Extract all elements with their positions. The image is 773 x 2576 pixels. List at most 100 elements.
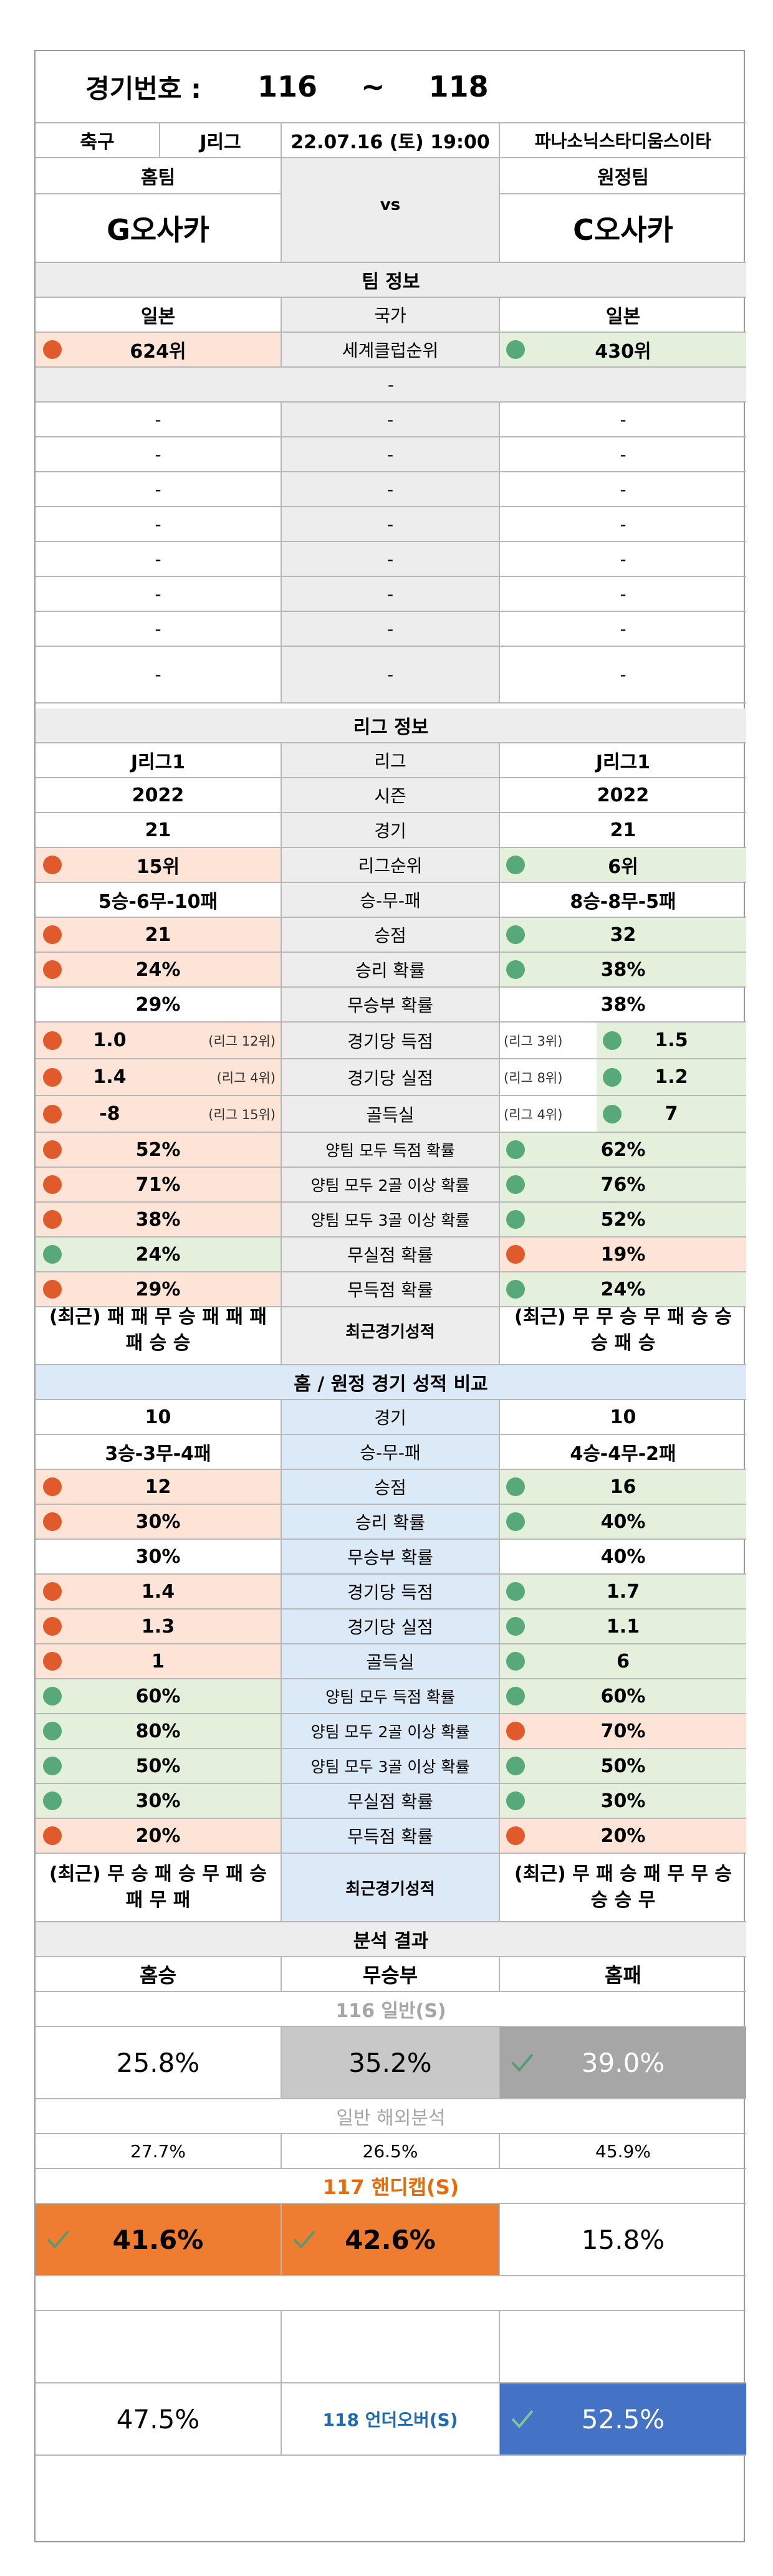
home-ha-stat-value: 10	[145, 1406, 171, 1428]
away-stat-value: 62%	[600, 1138, 646, 1161]
team-info-section-row: -	[36, 368, 746, 403]
home-ha-stat-value: 30%	[135, 1510, 181, 1533]
match-number-tilde: ~	[361, 70, 385, 103]
away-indicator-dot	[603, 1031, 622, 1050]
home-stat-cell: 5승-6무-10패	[36, 883, 282, 918]
check-icon	[511, 2410, 534, 2429]
home-ha-stat-cell: 1.4	[36, 1575, 282, 1610]
away-stat-value: 1.5	[655, 1029, 688, 1051]
over-value: 52.5%	[581, 2403, 665, 2435]
home-ha-stat-value: 3승-3무-4패	[105, 1443, 211, 1465]
league-stat-row: 2022 시즌 2022	[36, 778, 746, 813]
ha-recent-row: (최근) 무 승 패 승 무 패 승 패 무 패 최근경기성적 (최근) 무 패…	[36, 1854, 746, 1922]
home-ha-stat-value: 1.4	[141, 1580, 175, 1603]
home-stat-value: 1.0	[93, 1029, 127, 1051]
home-stat-cell: 1.0 (리그 12위)	[36, 1023, 282, 1059]
match-info-row: 축구 J리그 22.07.16 (토) 19:00 파나소닉스타디움스이타	[36, 123, 746, 158]
home-country: 일본	[36, 298, 282, 333]
general-title: 116 일반(S)	[36, 1992, 746, 2027]
match-number-cell: 경기번호 : 116 ~ 118	[36, 51, 746, 123]
home-ha-stat-cell: 12	[36, 1470, 282, 1505]
blank-cell-l	[36, 2311, 282, 2383]
home-ha-stat-value: 12	[145, 1476, 171, 1498]
away-ha-stat-value: 50%	[600, 1755, 646, 1777]
country-label: 국가	[282, 298, 500, 333]
league-info-title-row: 리그 정보	[36, 708, 746, 743]
stat-label: 무득점 확률	[282, 1272, 500, 1307]
footer-blank-row	[36, 2456, 746, 2544]
header-row: 경기번호 : 116 ~ 118	[36, 51, 746, 123]
ha-stat-row: 20% 무득점 확률 20%	[36, 1819, 746, 1854]
ha-recent-form-label: 최근경기성적	[282, 1854, 500, 1922]
venue-cell: 파나소닉스타디움스이타	[500, 123, 746, 158]
home-world-rank-value: 624위	[130, 341, 186, 363]
dash-cell: -	[500, 403, 746, 437]
dash-cell: -	[282, 437, 500, 472]
handicap-title-row: 117 핸디캡(S)	[36, 2169, 746, 2204]
home-recent-form: (최근) 패 패 무 승 패 패 패 패 승 승	[36, 1297, 282, 1365]
ha-stat-row: 30% 무실점 확률 30%	[36, 1784, 746, 1819]
away-stat-cell: (리그 8위) 1.2	[500, 1059, 746, 1096]
home-stat-cell: 21	[36, 813, 282, 848]
sport-cell: 축구	[36, 123, 160, 158]
away-ha-stat-value: 1.1	[606, 1615, 640, 1638]
home-stat-cell: 24%	[36, 1238, 282, 1272]
home-stat-cell: 38%	[36, 1203, 282, 1238]
ha-stat-row: 30% 승리 확률 40%	[36, 1505, 746, 1540]
match-number-to: 118	[428, 70, 489, 103]
home-indicator-dot	[43, 340, 62, 359]
home-rank-note: (리그 12위)	[208, 1033, 276, 1049]
away-ha-stat-value: 30%	[600, 1790, 646, 1812]
home-stat-value: 52%	[135, 1138, 181, 1161]
ha-stat-row: 30% 무승부 확률 40%	[36, 1540, 746, 1575]
away-stat-cell: (리그 3위) 1.5	[500, 1023, 746, 1059]
vs-label: vs	[282, 194, 500, 263]
away-indicator-dot	[506, 856, 525, 874]
home-indicator-dot	[43, 1245, 62, 1264]
ha-stat-row: 60% 양팀 모두 득점 확률 60%	[36, 1679, 746, 1714]
away-indicator-dot	[506, 1826, 525, 1845]
home-stat-value: 24%	[135, 1243, 181, 1266]
ha-stat-label: 경기당 득점	[282, 1575, 500, 1610]
overseas-title: 일반 해외분석	[36, 2099, 746, 2134]
away-recent-form: (최근) 무 무 승 무 패 승 승 승 패 승	[500, 1297, 746, 1365]
away-indicator-dot	[506, 340, 525, 359]
away-ha-stat-value: 70%	[600, 1720, 646, 1742]
dash-cell: -	[36, 647, 282, 704]
check-icon	[511, 2053, 534, 2073]
away-stat-cell: 38%	[500, 988, 746, 1023]
ha-stat-row: 1.3 경기당 실점 1.1	[36, 1610, 746, 1644]
stat-label: 경기당 실점	[282, 1059, 500, 1096]
away-stat-value-box: 7	[597, 1096, 746, 1132]
league-stat-row: 24% 승리 확률 38%	[36, 953, 746, 988]
team-info-dash-row: ---	[36, 403, 746, 437]
home-ha-stat-value: 60%	[135, 1685, 181, 1707]
home-stat-split: -8 (리그 15위)	[36, 1096, 281, 1132]
team-info-dash-row: ---	[36, 507, 746, 542]
dash-cell: -	[282, 542, 500, 577]
away-stat-cell: 8승-8무-5패	[500, 883, 746, 918]
ha-stat-row: 10 경기 10	[36, 1400, 746, 1435]
home-world-rank: 624위	[36, 333, 282, 368]
underover-row: 47.5% 118 언더오버(S) 52.5%	[36, 2383, 746, 2456]
ha-stat-label: 양팀 모두 2골 이상 확률	[282, 1714, 500, 1749]
home-indicator-dot	[43, 1175, 62, 1194]
general-draw: 35.2%	[282, 2027, 500, 2099]
away-rank-note: (리그 3위)	[504, 1033, 563, 1049]
home-stat-value: 29%	[135, 1278, 181, 1300]
dash-cell: -	[282, 577, 500, 612]
home-ha-stat-value: 80%	[135, 1720, 181, 1742]
away-indicator-dot	[506, 1140, 525, 1159]
away-stat-value: J리그1	[595, 751, 651, 773]
analysis-title-row: 분석 결과	[36, 1922, 746, 1957]
check-icon	[47, 2230, 69, 2249]
league-stat-row: 21 경기 21	[36, 813, 746, 848]
overseas-home-loss: 45.9%	[500, 2134, 746, 2169]
dash-cell: -	[36, 472, 282, 507]
home-indicator-dot	[43, 1280, 62, 1299]
home-indicator-dot	[43, 1826, 62, 1845]
away-team-name: C오사카	[500, 194, 746, 263]
stat-label: 승리 확률	[282, 953, 500, 988]
team-label-row: 홈팀 원정팀	[36, 158, 746, 194]
home-ha-stat-value: 30%	[135, 1790, 181, 1812]
